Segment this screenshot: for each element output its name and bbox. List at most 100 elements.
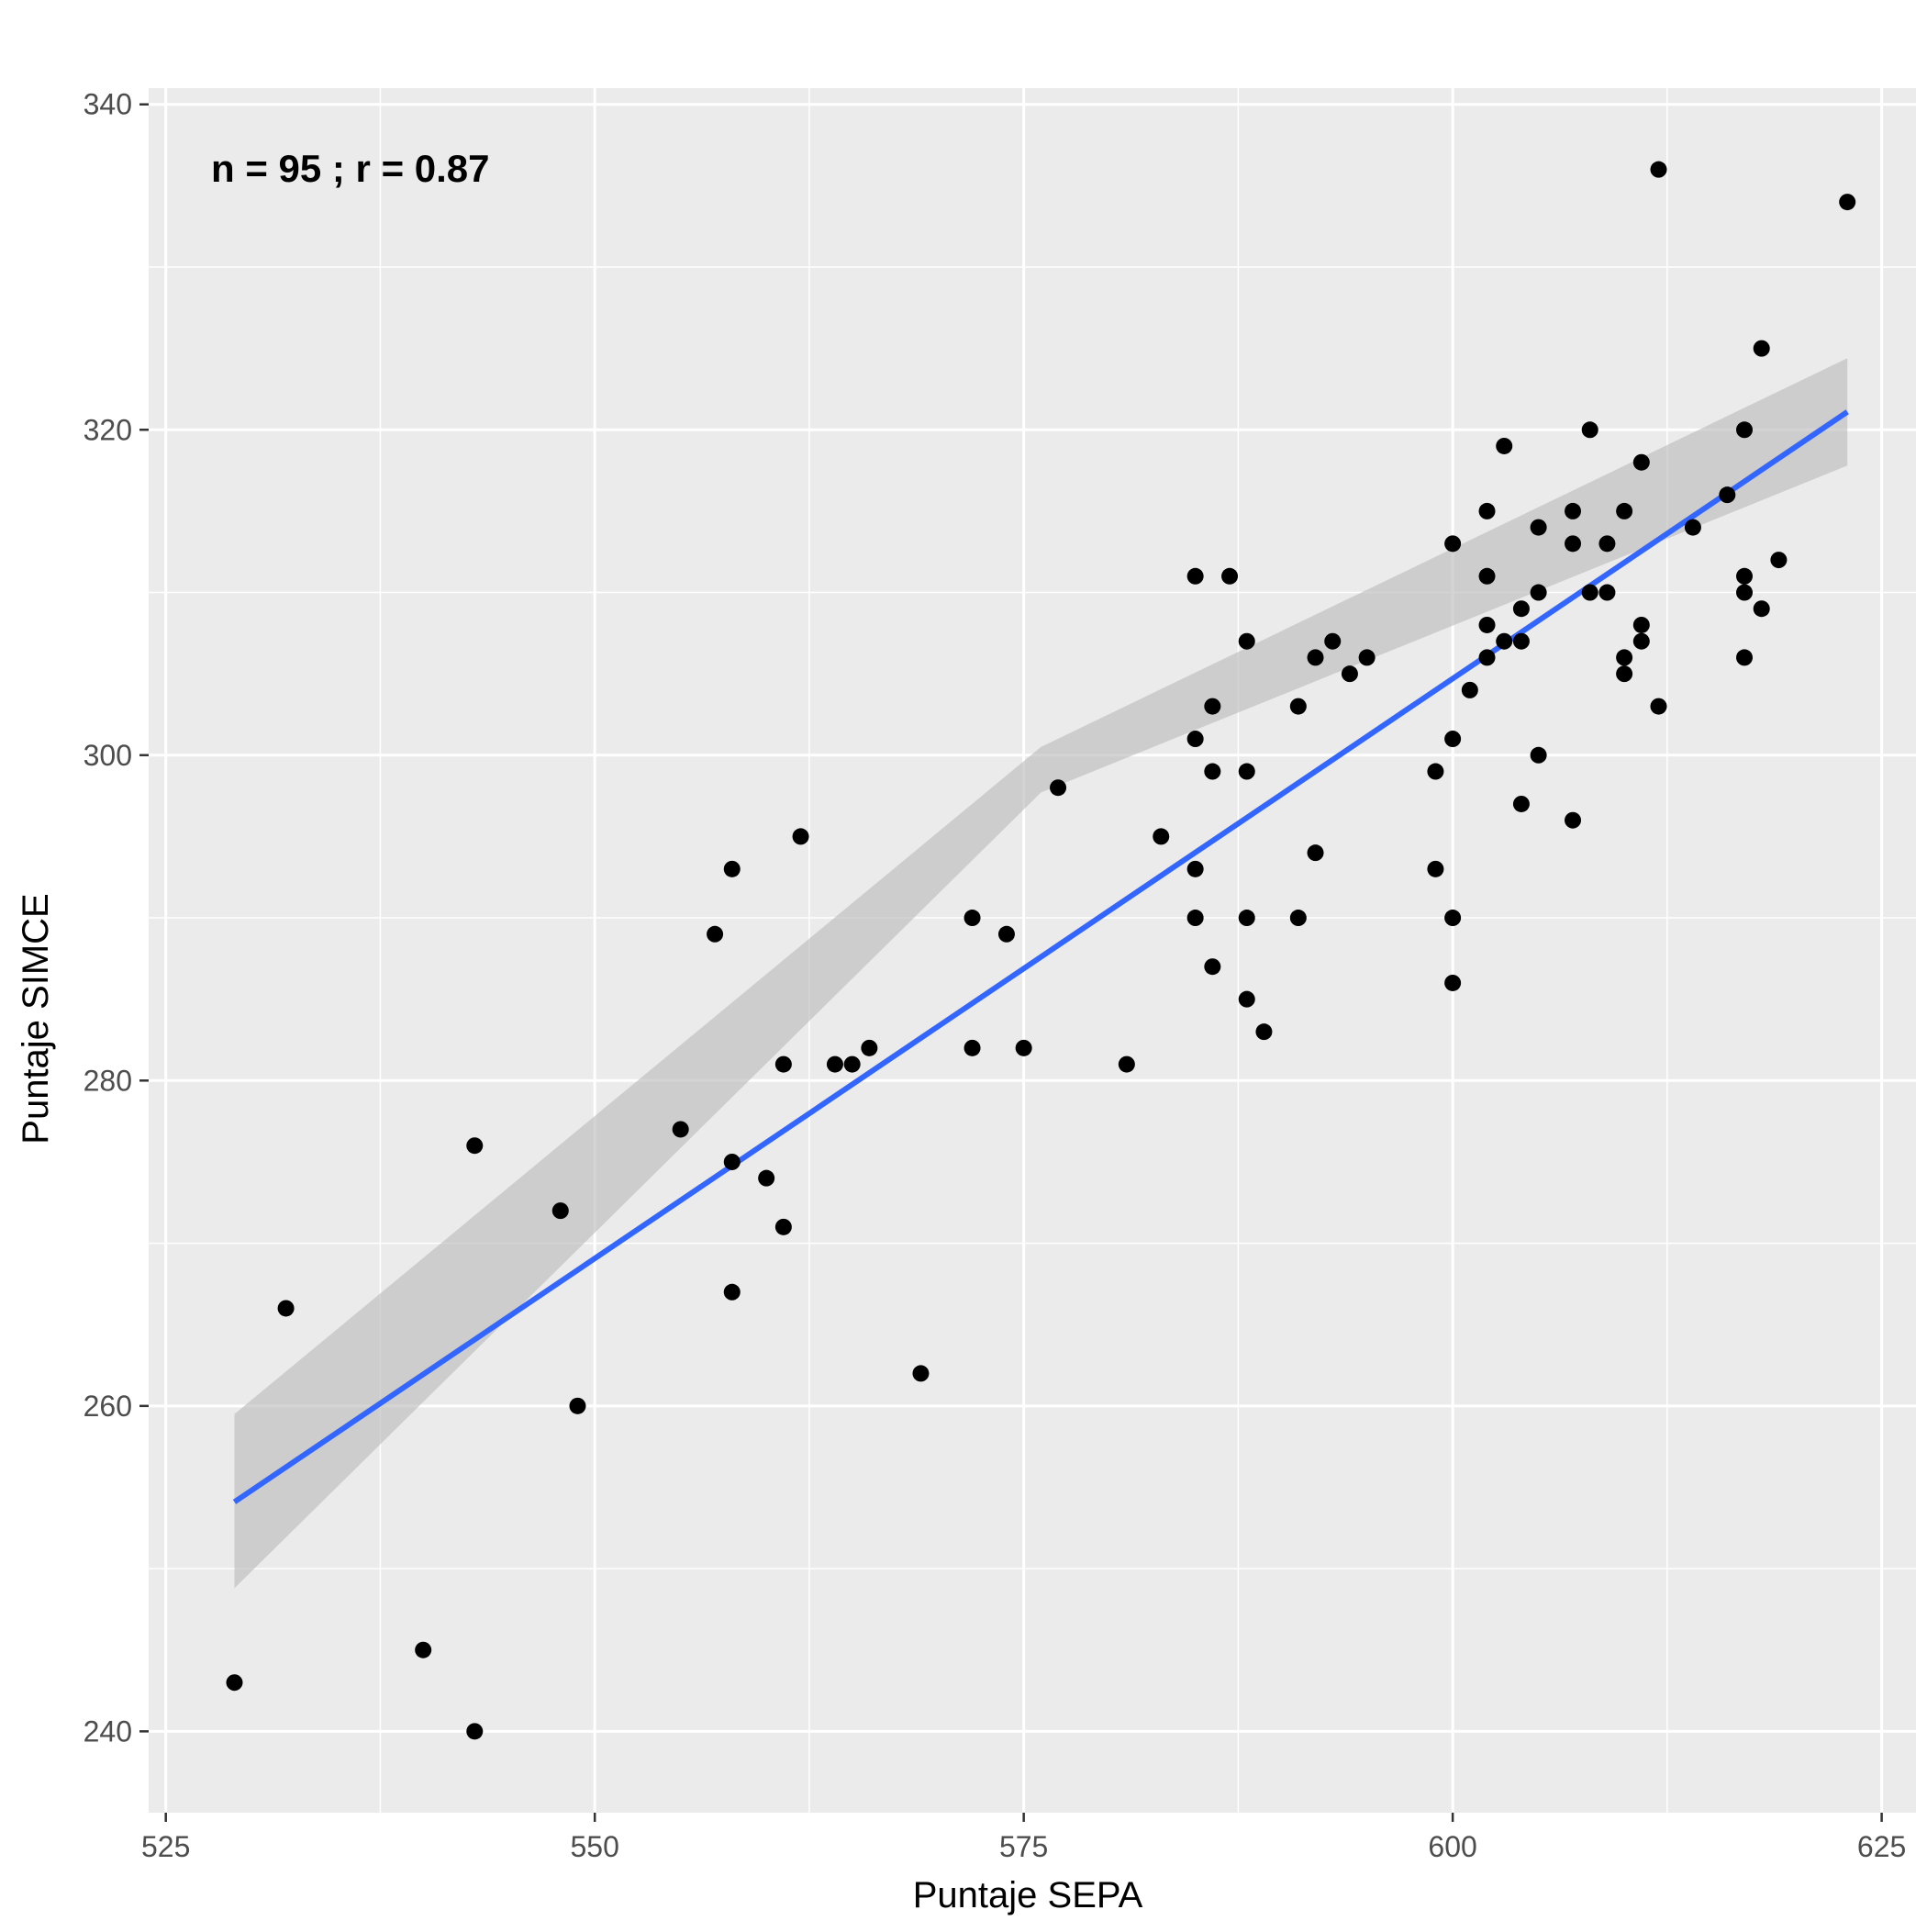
data-point [1478, 567, 1496, 585]
data-point [1736, 584, 1754, 601]
data-point [1444, 535, 1462, 553]
data-point [1186, 860, 1204, 877]
data-point [1650, 161, 1667, 178]
y-axis-label: Puntaje SIMCE [16, 893, 56, 1144]
data-point [1736, 567, 1754, 585]
data-point [1581, 584, 1598, 601]
data-point [415, 1641, 432, 1658]
y-tick-label: 320 [84, 413, 132, 446]
data-point [1684, 519, 1701, 536]
y-tick-label: 240 [84, 1714, 132, 1748]
data-point [1255, 1023, 1273, 1041]
data-point [1839, 194, 1856, 211]
data-point [861, 1039, 878, 1056]
fit-line-layer [232, 409, 1849, 1504]
data-point [551, 1202, 569, 1220]
data-point [723, 860, 741, 877]
y-tick-label: 260 [84, 1390, 132, 1423]
data-point [1461, 681, 1478, 698]
data-point [1186, 910, 1204, 927]
data-point [1496, 437, 1513, 454]
data-point [1565, 502, 1582, 519]
data-point [1358, 649, 1376, 666]
confidence-band [234, 358, 1848, 1589]
data-point [843, 1055, 861, 1073]
y-tick-label: 340 [84, 88, 132, 121]
data-point [1238, 990, 1255, 1008]
x-tick-label: 575 [999, 1830, 1048, 1863]
regression-line [232, 409, 1849, 1504]
data-point [1616, 502, 1633, 519]
data-point [1530, 519, 1547, 536]
x-tick-label: 600 [1428, 1830, 1476, 1863]
x-tick-label: 525 [141, 1830, 190, 1863]
data-point [1478, 502, 1496, 519]
y-tick-label: 280 [84, 1064, 132, 1097]
data-point [707, 925, 724, 943]
x-tick-label: 550 [570, 1830, 618, 1863]
data-point [569, 1397, 586, 1414]
data-point [1118, 1055, 1135, 1073]
data-point [997, 925, 1015, 943]
data-point [1530, 746, 1547, 764]
data-point [758, 1169, 775, 1187]
data-point [1598, 535, 1616, 553]
data-point [277, 1300, 295, 1317]
data-point [1221, 567, 1239, 585]
data-point [1512, 795, 1530, 812]
data-point [1204, 698, 1221, 715]
data-point [1238, 632, 1255, 650]
data-point [964, 910, 981, 927]
data-point [466, 1137, 484, 1155]
data-point [1753, 340, 1770, 357]
axes: 525 550 575 600 625 240 260 280 300 320 340 [84, 88, 1907, 1863]
data-point [1444, 910, 1462, 927]
data-point [1238, 763, 1255, 780]
data-point [1632, 632, 1650, 650]
data-point [1650, 698, 1667, 715]
data-point [1581, 421, 1598, 439]
data-point [1186, 567, 1204, 585]
data-point [1512, 600, 1530, 618]
data-point [1427, 763, 1444, 780]
data-point [1050, 779, 1067, 797]
data-point [1478, 616, 1496, 633]
data-point [774, 1055, 792, 1073]
data-point [1565, 811, 1582, 829]
data-points [226, 161, 1856, 1740]
x-tick-label: 625 [1857, 1830, 1906, 1863]
data-point [672, 1121, 689, 1138]
data-point [1204, 958, 1221, 976]
data-point [1289, 698, 1307, 715]
x-axis-label: Puntaje SEPA [913, 1875, 1143, 1915]
data-point [1753, 600, 1770, 618]
data-point [774, 1218, 792, 1235]
data-point [1616, 649, 1633, 666]
data-point [1307, 844, 1324, 862]
data-point [1598, 584, 1616, 601]
data-point [1616, 665, 1633, 683]
data-point [1238, 910, 1255, 927]
data-point [826, 1055, 843, 1073]
data-point [1496, 632, 1513, 650]
data-point [1736, 421, 1754, 439]
data-point [1632, 453, 1650, 471]
data-point [1186, 731, 1204, 748]
data-point [1015, 1039, 1032, 1056]
data-point [1512, 632, 1530, 650]
data-point [964, 1039, 981, 1056]
plot-panel [149, 88, 1916, 1813]
data-point [723, 1283, 741, 1301]
data-point [1770, 552, 1788, 569]
data-point [1478, 649, 1496, 666]
data-point [1324, 632, 1342, 650]
stats-annotation: n = 95 ; r = 0.87 [211, 147, 490, 190]
data-point [1427, 860, 1444, 877]
data-point [1444, 974, 1462, 991]
data-point [1307, 649, 1324, 666]
data-point [1444, 731, 1462, 748]
data-point [1530, 584, 1547, 601]
data-point [1341, 665, 1358, 683]
